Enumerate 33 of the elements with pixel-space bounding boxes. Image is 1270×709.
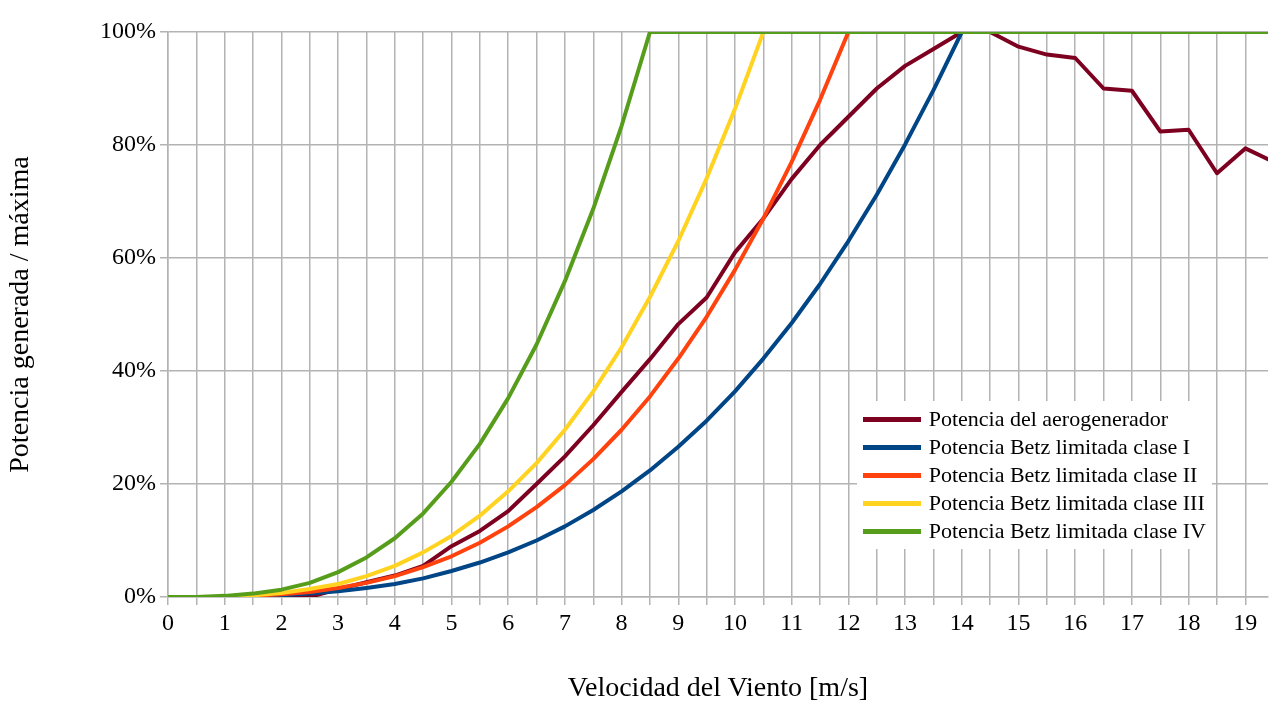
legend-label: Potencia del aerogenerador [928, 405, 1169, 433]
y-tick-label: 20% [112, 469, 156, 496]
y-tick-label: 100% [100, 17, 156, 44]
x-tick-label: 3 [332, 608, 345, 635]
y-tick-label: 60% [112, 243, 156, 270]
legend-label: Potencia Betz limitada clase I [928, 433, 1191, 461]
x-tick-label: 7 [558, 608, 571, 635]
x-tick-label: 6 [502, 608, 515, 635]
x-tick-label: 0 [162, 608, 174, 635]
x-tick-label: 11 [780, 608, 804, 635]
legend-label: Potencia Betz limitada clase IV [928, 517, 1206, 545]
x-tick-label: 16 [1063, 608, 1088, 635]
x-tick-label: 13 [893, 608, 918, 635]
y-tick-label: 80% [112, 130, 156, 157]
x-tick-label: 8 [615, 608, 628, 635]
x-tick-label: 12 [836, 608, 861, 635]
x-tick-label: 5 [445, 608, 458, 635]
x-tick-label: 17 [1119, 608, 1144, 635]
x-tick-label: 18 [1176, 608, 1201, 635]
x-tick-label: 1 [218, 608, 231, 635]
x-tick-label: 19 [1233, 608, 1258, 635]
legend-label: Potencia Betz limitada clase III [928, 489, 1205, 517]
x-axis-title: Velocidad del Viento [m/s] [567, 670, 869, 702]
x-tick-label: 10 [723, 608, 748, 635]
x-tick-label: 4 [388, 608, 401, 635]
y-axis-title: Potencia generada / máxima [3, 155, 35, 473]
y-tick-label: 0% [124, 582, 156, 609]
x-tick-label: 15 [1006, 608, 1031, 635]
legend-label: Potencia Betz limitada clase II [928, 461, 1198, 489]
y-tick-label: 40% [112, 356, 156, 383]
x-tick-label: 9 [672, 608, 685, 635]
x-tick-label: 14 [949, 608, 974, 635]
x-tick-label: 2 [275, 608, 288, 635]
